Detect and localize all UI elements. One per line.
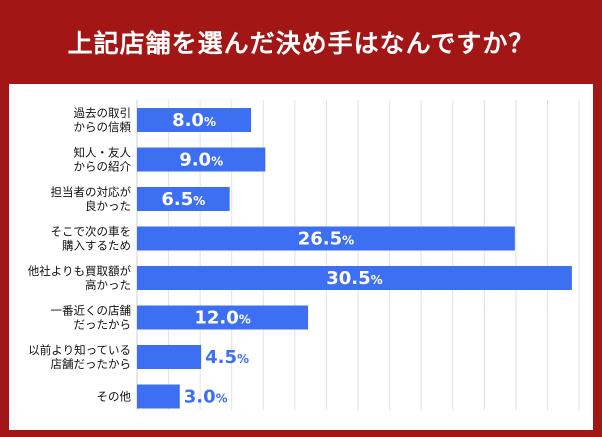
category-label: からの信頼 (74, 120, 132, 134)
data-label: 30.5% (326, 268, 382, 289)
bar (137, 187, 230, 211)
category-label: 知人・友人 (74, 146, 132, 160)
chart-panel: 過去の取引 からの信頼 8.0% 知人・友人 からの紹介 9.0% 担当者の対応が 良かった 6… (9, 84, 593, 430)
bar (137, 345, 202, 369)
data-label: 6.5% (161, 189, 205, 210)
category-label: 高かった (85, 278, 131, 292)
data-label: 26.5% (298, 229, 354, 250)
bar (137, 226, 515, 251)
category-label: からの紹介 (74, 160, 132, 174)
bar (137, 266, 572, 290)
category-label: だったから (74, 318, 132, 332)
category-label: 担当者の対応が (51, 185, 132, 199)
bar (137, 305, 309, 330)
data-label: 3.0% (184, 387, 228, 408)
category-label: 購入するため (62, 239, 131, 253)
data-label: 12.0% (194, 308, 250, 329)
bar (137, 147, 266, 172)
category-label: そこで次の車を (51, 225, 132, 239)
category-label: 過去の取引 (74, 106, 132, 120)
data-label: 8.0% (172, 110, 216, 131)
data-label: 9.0% (179, 150, 223, 171)
category-label: 良かった (85, 199, 131, 213)
header-bar: 上記店舗を選んだ決め手はなんですか？ (0, 0, 602, 84)
category-label: 店舗だったから (51, 357, 132, 371)
bar (137, 108, 252, 132)
bar (137, 384, 180, 409)
category-label: 他社よりも買取額が (28, 264, 132, 278)
category-label: 以前より知っている (28, 343, 131, 357)
chart-title: 上記店舗を選んだ決め手はなんですか？ (67, 29, 535, 58)
category-label: その他 (97, 390, 132, 404)
data-label: 4.5% (205, 347, 249, 368)
category-label: 一番近くの店舗 (51, 304, 132, 318)
